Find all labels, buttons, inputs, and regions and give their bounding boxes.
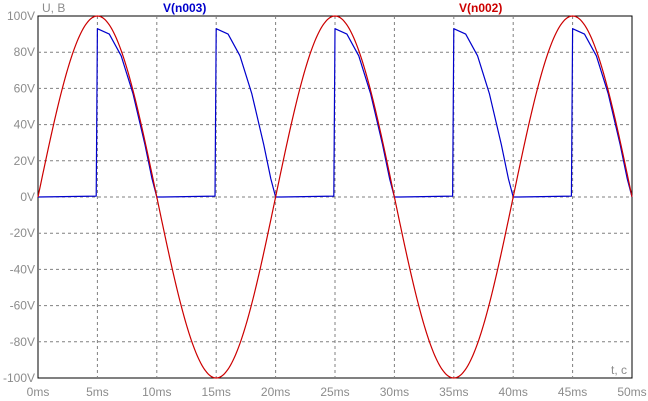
x-tick-label: 50ms [617,385,646,399]
tick-labels: 0ms 5ms 10ms 15ms 20ms 25ms 30ms 35ms 40ms 45ms 50… [3,9,647,399]
x-tick-label: 0ms [27,385,50,399]
x-tick-label: 30ms [380,385,409,399]
y-tick-label: 100V [7,9,35,23]
y-tick-label: 40V [14,118,35,132]
series-group [37,15,633,379]
y-tick-label: 80V [14,45,35,59]
legend-series-1: V(n002) [459,1,502,15]
y-tick-label: 0V [20,190,35,204]
x-tick-label: 35ms [439,385,468,399]
x-tick-label: 40ms [499,385,528,399]
series-line-1 [37,15,633,379]
x-tick-label: 10ms [142,385,171,399]
x-axis-unit: t, c [611,363,627,377]
x-tick-label: 15ms [202,385,231,399]
y-tick-label: -40V [10,262,35,276]
x-tick-label: 25ms [320,385,349,399]
x-tick-label: 45ms [558,385,587,399]
y-axis-unit: U, В [42,1,65,15]
x-tick-label: 20ms [261,385,290,399]
y-tick-label: 60V [14,81,35,95]
x-tick-label: 5ms [86,385,109,399]
y-tick-label: -60V [10,299,35,313]
y-tick-label: 20V [14,154,35,168]
y-tick-label: -80V [10,335,35,349]
legend-series-0: V(n003) [163,1,206,15]
y-tick-label: -100V [3,371,35,385]
y-tick-label: -20V [10,226,35,240]
series-line-0 [37,28,633,198]
